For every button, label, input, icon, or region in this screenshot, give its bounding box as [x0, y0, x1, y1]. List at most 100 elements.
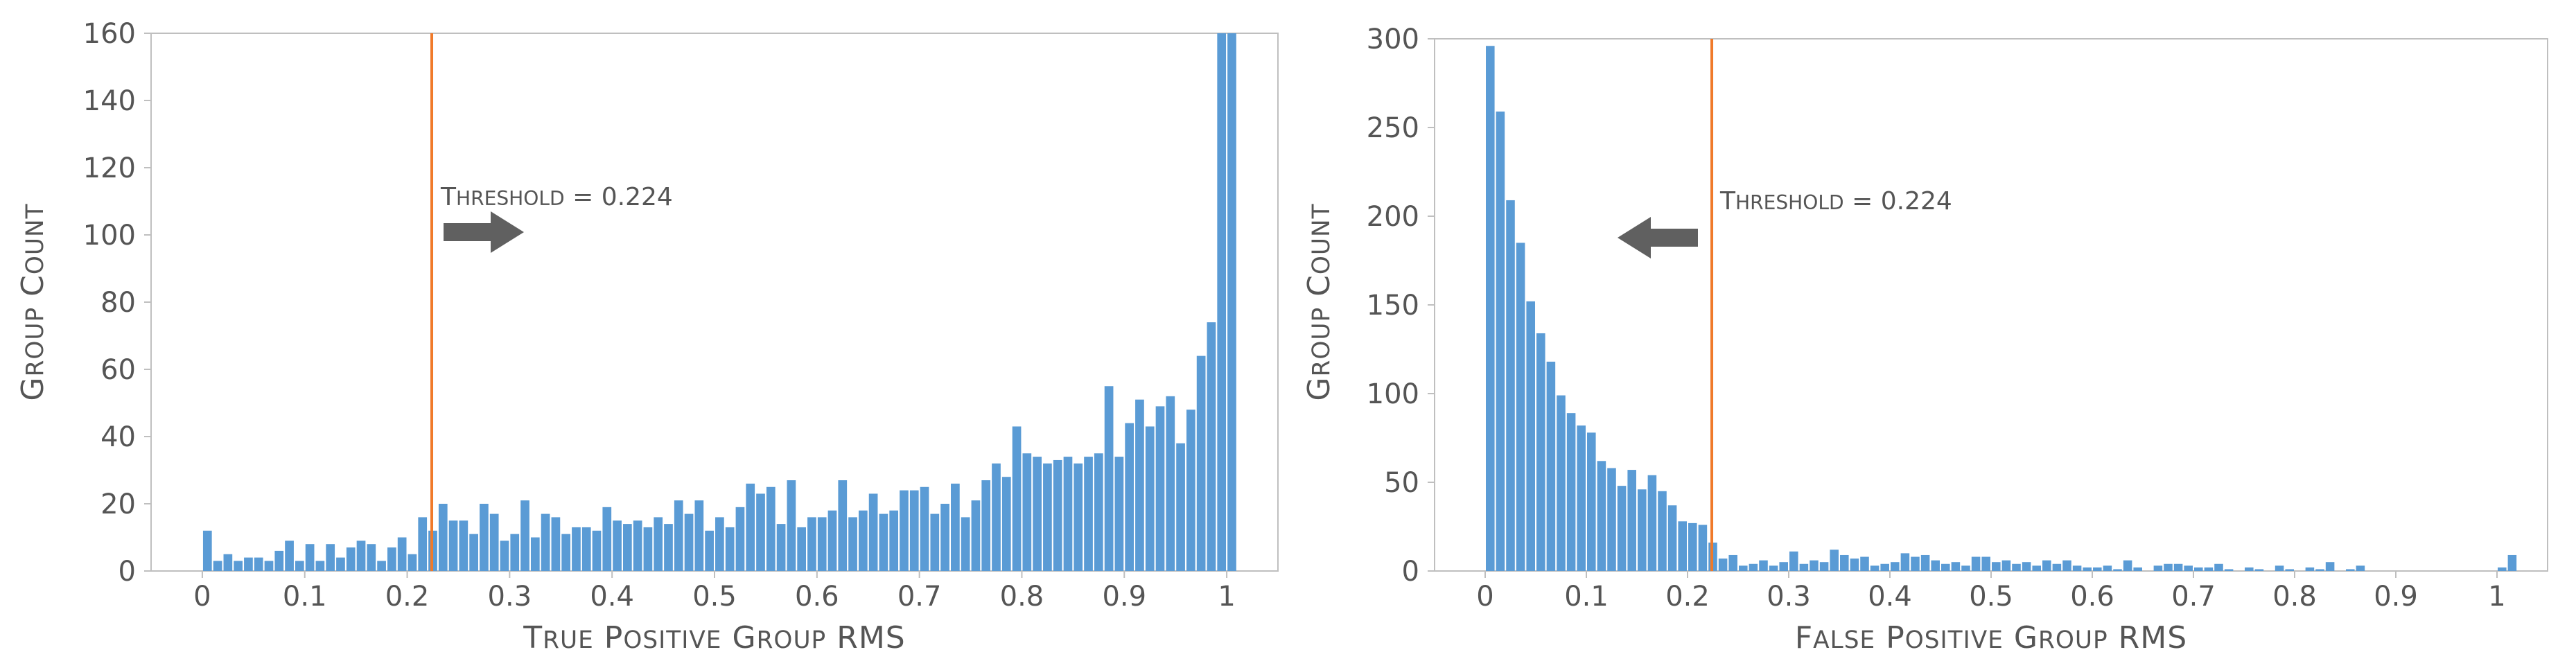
left-histogram-bar — [448, 520, 458, 571]
right-histogram-bar — [1739, 565, 1748, 571]
right-histogram-bar — [2285, 569, 2294, 571]
right-histogram-bar — [1830, 550, 1839, 571]
right-histogram-bar — [2184, 565, 2193, 571]
right-histogram-bar — [2315, 569, 2324, 571]
left-histogram-bar — [500, 540, 509, 571]
right-x-tick-label: 0.9 — [2374, 581, 2418, 613]
left-histogram-bar — [643, 527, 653, 571]
right-bars — [1486, 46, 2517, 572]
right-histogram-bar — [2001, 560, 2011, 571]
left-x-tick-label: 0.1 — [283, 581, 327, 613]
right-histogram-bar — [1769, 565, 1778, 571]
right-histogram-bar — [1951, 562, 1961, 571]
left-histogram-bar — [202, 530, 212, 571]
left-histogram-bar — [438, 504, 448, 571]
left-histogram-bar — [879, 513, 888, 571]
right-histogram-bar — [2032, 565, 2041, 571]
left-arrow-shape — [444, 211, 524, 253]
left-histogram-bar — [397, 537, 407, 571]
right-histogram-bar — [1941, 563, 1950, 571]
right-histogram-bar — [2204, 567, 2214, 571]
left-y-tick-label: 120 — [83, 152, 136, 184]
left-y-tick-label: 0 — [119, 556, 136, 588]
left-y-tick-label: 80 — [100, 287, 136, 319]
right-histogram-bar — [2173, 563, 2183, 571]
left-histogram-bar — [981, 480, 991, 571]
right-histogram-bar — [1638, 489, 1647, 571]
left-histogram-bar — [1145, 426, 1155, 571]
left-histogram-bar — [530, 537, 540, 571]
right-histogram-bar — [1647, 475, 1657, 571]
left-histogram-bar — [1207, 322, 1216, 571]
left-histogram-bar — [1053, 459, 1062, 571]
right-histogram-bar — [1870, 565, 1880, 571]
left-histogram-bar — [561, 534, 571, 571]
left-y-tick-label: 140 — [83, 85, 136, 117]
left-histogram-bar — [285, 540, 294, 571]
left-histogram-bar — [1033, 457, 1042, 571]
right-x-tick-label: 0.7 — [2171, 581, 2216, 613]
left-histogram-bar — [868, 493, 878, 571]
left-histogram-bar — [469, 534, 478, 571]
right-y-tick-label: 50 — [1384, 467, 1419, 499]
left-histogram-bar — [930, 513, 940, 571]
right-histogram-bar — [1819, 562, 1829, 571]
left-histogram-bar — [766, 486, 776, 571]
left-histogram-bar — [971, 500, 981, 571]
left-histogram-bar — [1084, 457, 1093, 571]
right-histogram-bar — [1880, 563, 1889, 571]
left-histogram-bar — [848, 517, 857, 571]
left-histogram-bar — [725, 527, 735, 571]
left-histogram-bar — [613, 520, 622, 571]
left-histogram-bar — [480, 504, 489, 571]
right-histogram-bar — [1810, 560, 1819, 571]
right-histogram-bar — [2103, 565, 2112, 571]
right-histogram-bar — [2224, 569, 2234, 571]
left-histogram-bar — [377, 561, 386, 571]
right-x-tick-label: 0 — [1476, 581, 1493, 613]
left-histogram-bar — [459, 520, 468, 571]
left-x-tick-label: 0.2 — [385, 581, 430, 613]
right-histogram-bar — [1759, 560, 1768, 571]
left-histogram-bar — [510, 534, 520, 571]
right-histogram-bar — [2113, 569, 2122, 571]
left-histogram-bar — [295, 561, 304, 571]
right-histogram-bar — [1627, 470, 1636, 571]
right-histogram-bar — [1799, 563, 1809, 571]
right-chart: 0 0.1 0.2 0.3 0.4 0.5 0.6 0.7 0.8 0.9 1 0 50 100 150 20… — [1302, 24, 2548, 656]
right-histogram-bar — [1546, 361, 1556, 571]
left-histogram-bar — [940, 504, 949, 571]
left-histogram-bar — [418, 517, 428, 571]
right-threshold-annotation: THRESHOLD = 0.224 — [1719, 187, 1952, 216]
left-histogram-bar — [664, 524, 673, 571]
right-x-tick-label: 0.3 — [1767, 581, 1811, 613]
left-y-tick-label: 60 — [100, 354, 136, 386]
left-histogram-bar — [356, 540, 366, 571]
right-histogram-bar — [1617, 486, 1627, 571]
left-histogram-bar — [756, 493, 765, 571]
left-histogram-bar — [909, 490, 919, 571]
right-histogram-bar — [1536, 333, 1545, 571]
right-y-tick-label: 150 — [1367, 290, 1419, 322]
left-histogram-bar — [1217, 33, 1227, 571]
left-histogram-bar — [705, 530, 714, 571]
left-histogram-bar — [992, 463, 1001, 571]
left-histogram-bar — [541, 513, 550, 571]
left-histogram-bar — [715, 517, 724, 571]
right-histogram-bar — [1678, 521, 1687, 571]
right-histogram-bar — [1577, 425, 1586, 571]
left-histogram-bar — [817, 517, 827, 571]
right-histogram-bar — [1566, 413, 1576, 571]
right-histogram-bar — [1860, 556, 1869, 571]
right-histogram-bar — [1506, 200, 1515, 572]
right-histogram-bar — [2052, 563, 2062, 571]
right-histogram-bar — [1718, 559, 1728, 571]
right-histogram-bar — [2194, 567, 2203, 571]
right-histogram-bar — [1749, 563, 1758, 571]
left-right-arrow-icon — [444, 211, 524, 253]
left-bars — [202, 33, 1236, 571]
right-x-tick-label: 0.6 — [2070, 581, 2114, 613]
right-histogram-bar — [1526, 301, 1535, 571]
left-histogram-bar — [858, 510, 868, 571]
left-histogram-bar — [223, 554, 233, 571]
